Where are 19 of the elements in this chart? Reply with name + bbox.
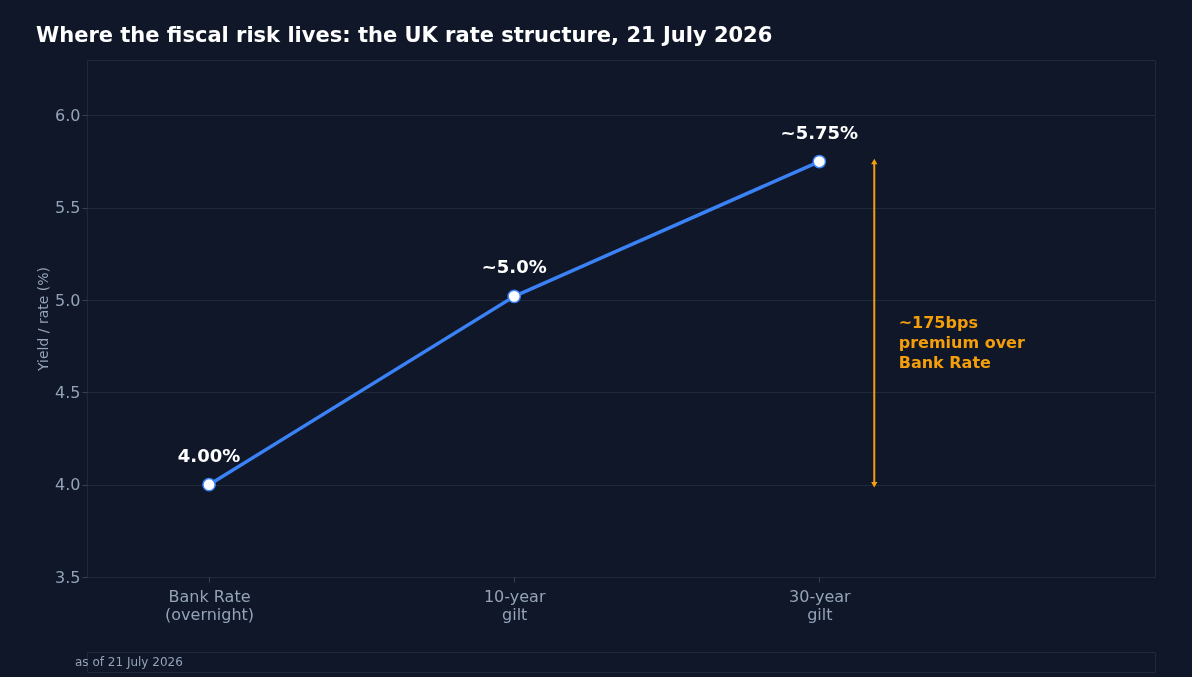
text: as of 21 July 2026	[75, 655, 183, 669]
x-tick-label: Bank Rate (overnight)	[165, 586, 255, 624]
data-label: ~5.75%	[780, 121, 859, 143]
point	[812, 154, 827, 169]
y-tick-label: 3.5	[55, 567, 81, 587]
annotation: ~175bps premium over Bank Rate	[898, 313, 1025, 373]
x-tick-label: 30-year gilt	[789, 586, 852, 624]
x-tick-label: 10-year gilt	[483, 586, 546, 624]
y-tick-label: 4.5	[55, 382, 81, 402]
y-tick-label: 4.0	[55, 475, 81, 495]
chart-title: Where the fiscal risk lives: the UK rate structure, 21 July 2026	[36, 22, 773, 47]
y-tick-label: 5.0	[55, 290, 81, 310]
data-label: 4.00%	[177, 444, 241, 466]
data-label: ~5.0%	[481, 256, 547, 278]
point	[507, 289, 522, 304]
y-tick-label: 5.5	[55, 198, 81, 218]
y-axis-title: Yield / rate (%)	[35, 266, 52, 373]
y-tick-label: 6.0	[55, 105, 81, 125]
point	[202, 477, 216, 492]
